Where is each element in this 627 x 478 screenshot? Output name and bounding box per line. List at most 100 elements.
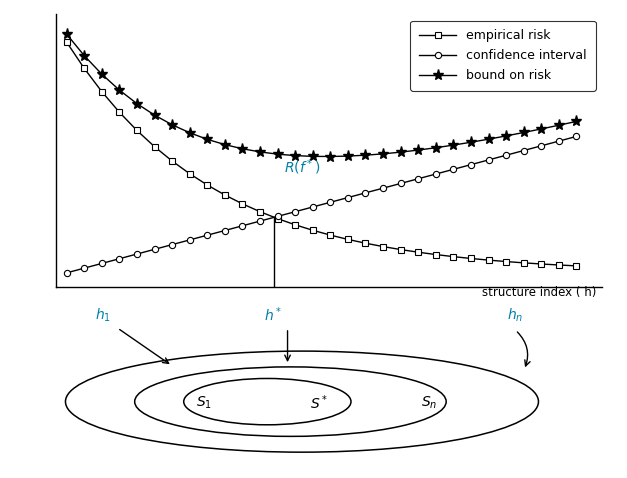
bound on risk <box>150 112 158 118</box>
empirical risk <box>239 201 246 206</box>
empirical risk <box>379 244 387 250</box>
empirical risk <box>467 256 475 261</box>
bound on risk <box>379 151 387 157</box>
confidence interval <box>572 133 580 139</box>
confidence interval <box>274 214 282 219</box>
empirical risk <box>572 263 580 269</box>
empirical risk <box>520 260 527 266</box>
empirical risk <box>362 240 369 246</box>
empirical risk <box>256 209 264 215</box>
empirical risk <box>221 192 229 198</box>
confidence interval <box>432 171 440 177</box>
empirical risk <box>309 228 317 233</box>
Text: $h^*$: $h^*$ <box>264 305 282 324</box>
confidence interval <box>450 166 457 172</box>
bound on risk <box>467 140 475 145</box>
empirical risk <box>432 252 440 258</box>
confidence interval <box>256 218 264 224</box>
confidence interval <box>327 199 334 205</box>
Legend: empirical risk, confidence interval, bound on risk: empirical risk, confidence interval, bou… <box>410 21 596 91</box>
Line: confidence interval: confidence interval <box>63 133 579 276</box>
confidence interval <box>467 162 475 167</box>
bound on risk <box>344 153 352 159</box>
empirical risk <box>63 39 70 45</box>
confidence interval <box>344 195 352 200</box>
empirical risk <box>80 65 88 71</box>
confidence interval <box>98 261 105 266</box>
bound on risk <box>186 130 194 136</box>
Text: $h_n$: $h_n$ <box>507 306 524 324</box>
empirical risk <box>502 259 510 264</box>
bound on risk <box>133 101 140 107</box>
empirical risk <box>485 257 492 263</box>
bound on risk <box>256 149 264 155</box>
bound on risk <box>362 152 369 158</box>
confidence interval <box>186 237 194 243</box>
empirical risk <box>133 128 140 133</box>
confidence interval <box>379 185 387 191</box>
empirical risk <box>115 109 123 115</box>
Text: $S^*$: $S^*$ <box>310 393 329 412</box>
confidence interval <box>485 157 492 163</box>
Line: bound on risk: bound on risk <box>61 29 582 162</box>
confidence interval <box>221 228 229 233</box>
bound on risk <box>537 126 545 132</box>
confidence interval <box>204 232 211 238</box>
empirical risk <box>292 222 299 228</box>
empirical risk <box>450 254 457 260</box>
confidence interval <box>133 251 140 257</box>
empirical risk <box>537 261 545 267</box>
Text: $h_1$: $h_1$ <box>95 306 111 324</box>
empirical risk <box>555 262 562 268</box>
bound on risk <box>572 119 580 124</box>
bound on risk <box>397 149 404 155</box>
bound on risk <box>168 122 176 128</box>
confidence interval <box>555 138 562 144</box>
bound on risk <box>239 146 246 152</box>
confidence interval <box>397 181 404 186</box>
empirical risk <box>414 250 422 255</box>
bound on risk <box>309 153 317 159</box>
empirical risk <box>204 182 211 188</box>
bound on risk <box>520 130 527 135</box>
Text: structure index ( h): structure index ( h) <box>482 286 597 299</box>
bound on risk <box>450 142 457 148</box>
empirical risk <box>397 247 404 252</box>
bound on risk <box>414 147 422 153</box>
Text: $S_n$: $S_n$ <box>421 394 437 411</box>
confidence interval <box>362 190 369 196</box>
confidence interval <box>292 209 299 215</box>
bound on risk <box>204 136 211 142</box>
empirical risk <box>327 232 334 238</box>
confidence interval <box>80 265 88 271</box>
empirical risk <box>168 158 176 164</box>
confidence interval <box>414 176 422 182</box>
bound on risk <box>80 53 88 58</box>
confidence interval <box>168 242 176 248</box>
bound on risk <box>485 136 492 142</box>
bound on risk <box>63 31 70 37</box>
bound on risk <box>115 87 123 93</box>
bound on risk <box>502 133 510 139</box>
confidence interval <box>115 256 123 261</box>
Text: $R(f^*)$: $R(f^*)$ <box>285 157 320 176</box>
bound on risk <box>292 153 299 159</box>
empirical risk <box>274 216 282 221</box>
confidence interval <box>150 247 158 252</box>
empirical risk <box>186 171 194 176</box>
bound on risk <box>432 145 440 151</box>
empirical risk <box>150 144 158 150</box>
confidence interval <box>63 270 70 276</box>
bound on risk <box>98 71 105 77</box>
confidence interval <box>537 143 545 149</box>
confidence interval <box>309 204 317 210</box>
Line: empirical risk: empirical risk <box>63 39 579 269</box>
confidence interval <box>502 152 510 158</box>
empirical risk <box>98 89 105 95</box>
bound on risk <box>221 142 229 148</box>
Text: $S_1$: $S_1$ <box>196 394 212 411</box>
confidence interval <box>520 148 527 153</box>
bound on risk <box>274 151 282 157</box>
bound on risk <box>555 122 562 128</box>
confidence interval <box>239 223 246 228</box>
